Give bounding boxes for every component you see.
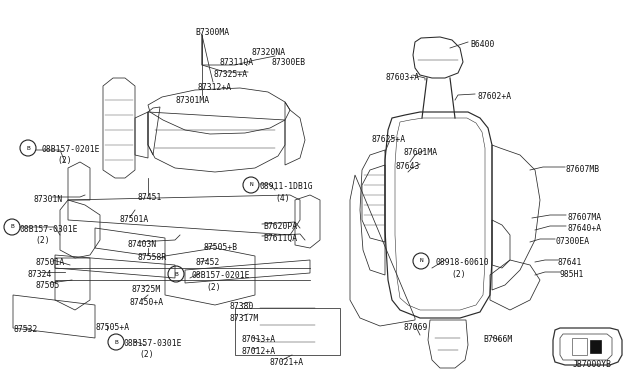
Text: 87643: 87643 bbox=[395, 162, 419, 171]
Text: B7611QA: B7611QA bbox=[263, 234, 297, 243]
Text: B6400: B6400 bbox=[470, 40, 494, 49]
Text: 87403N: 87403N bbox=[128, 240, 157, 249]
Text: 87625+A: 87625+A bbox=[372, 135, 406, 144]
Text: 87325M: 87325M bbox=[132, 285, 161, 294]
Text: B: B bbox=[114, 340, 118, 344]
Text: 08B157-0301E: 08B157-0301E bbox=[20, 225, 79, 234]
Text: 87505: 87505 bbox=[36, 281, 60, 290]
Text: 87069: 87069 bbox=[404, 323, 428, 332]
Text: 87452: 87452 bbox=[196, 258, 220, 267]
Text: 08B157-0201E: 08B157-0201E bbox=[42, 145, 100, 154]
Text: 87325+A: 87325+A bbox=[213, 70, 247, 79]
Text: 87602+A: 87602+A bbox=[477, 92, 511, 101]
Text: 87451: 87451 bbox=[137, 193, 161, 202]
Bar bbox=[590, 340, 601, 353]
Text: (2): (2) bbox=[206, 283, 221, 292]
Text: 87603+A: 87603+A bbox=[385, 73, 419, 82]
Text: 87021+A: 87021+A bbox=[270, 358, 304, 367]
Text: 985H1: 985H1 bbox=[560, 270, 584, 279]
Text: 07300EA: 07300EA bbox=[556, 237, 590, 246]
Text: 87301N: 87301N bbox=[34, 195, 63, 204]
Text: 87505+B: 87505+B bbox=[203, 243, 237, 252]
Text: B: B bbox=[26, 145, 30, 151]
Text: JB7000YB: JB7000YB bbox=[573, 360, 612, 369]
Bar bbox=[572, 338, 587, 355]
Text: 08918-60610: 08918-60610 bbox=[436, 258, 490, 267]
Text: B7066M: B7066M bbox=[483, 335, 512, 344]
Text: 87380: 87380 bbox=[230, 302, 254, 311]
Text: 87641: 87641 bbox=[558, 258, 582, 267]
Text: B: B bbox=[174, 272, 178, 276]
Text: 87312+A: 87312+A bbox=[197, 83, 231, 92]
Text: 87558R: 87558R bbox=[137, 253, 166, 262]
Text: 08911-1DB1G: 08911-1DB1G bbox=[260, 182, 314, 191]
Text: 87450+A: 87450+A bbox=[130, 298, 164, 307]
Text: 87501A: 87501A bbox=[36, 258, 65, 267]
Text: 87317M: 87317M bbox=[230, 314, 259, 323]
Text: 87320NA: 87320NA bbox=[252, 48, 286, 57]
Text: 08B157-0301E: 08B157-0301E bbox=[124, 339, 182, 348]
Text: 87601MA: 87601MA bbox=[403, 148, 437, 157]
Text: 87607MB: 87607MB bbox=[566, 165, 600, 174]
Text: 87532: 87532 bbox=[13, 325, 37, 334]
Text: 87505+A: 87505+A bbox=[96, 323, 130, 332]
Text: 87607MA: 87607MA bbox=[567, 213, 601, 222]
Text: B7620PA: B7620PA bbox=[263, 222, 297, 231]
Text: N: N bbox=[419, 259, 423, 263]
Text: B7300MA: B7300MA bbox=[195, 28, 229, 37]
Text: (2): (2) bbox=[139, 350, 154, 359]
Text: (2): (2) bbox=[35, 236, 50, 245]
Text: 87012+A: 87012+A bbox=[241, 347, 275, 356]
Text: N: N bbox=[249, 183, 253, 187]
Text: 87301MA: 87301MA bbox=[175, 96, 209, 105]
Text: (2): (2) bbox=[451, 270, 466, 279]
Text: 87640+A: 87640+A bbox=[567, 224, 601, 233]
Text: (4): (4) bbox=[275, 194, 290, 203]
Text: B: B bbox=[10, 224, 14, 230]
Text: (2): (2) bbox=[57, 156, 72, 165]
Text: 87501A: 87501A bbox=[120, 215, 149, 224]
Text: 87013+A: 87013+A bbox=[241, 335, 275, 344]
Text: 08B157-0201E: 08B157-0201E bbox=[191, 271, 250, 280]
Text: 87311QA: 87311QA bbox=[220, 58, 254, 67]
Text: 87300EB: 87300EB bbox=[272, 58, 306, 67]
Text: 87324: 87324 bbox=[27, 270, 51, 279]
